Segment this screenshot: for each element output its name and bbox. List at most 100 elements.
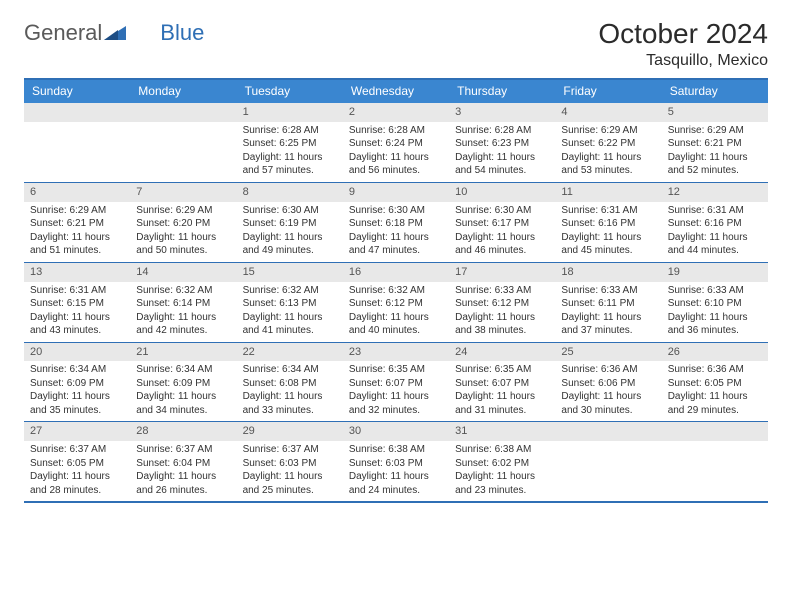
- day-info-line: Daylight: 11 hours: [561, 151, 657, 165]
- location: Tasquillo, Mexico: [598, 52, 768, 70]
- day-info-line: Daylight: 11 hours: [455, 231, 551, 245]
- day-number: 25: [555, 343, 661, 362]
- day-info-line: Sunrise: 6:30 AM: [243, 204, 339, 218]
- day-info-line: and 31 minutes.: [455, 404, 551, 418]
- day-body: Sunrise: 6:33 AMSunset: 6:10 PMDaylight:…: [662, 284, 768, 338]
- day-header: Tuesday: [237, 80, 343, 103]
- day-body: Sunrise: 6:35 AMSunset: 6:07 PMDaylight:…: [449, 363, 555, 417]
- day-info-line: Daylight: 11 hours: [349, 470, 445, 484]
- day-info-line: Sunset: 6:17 PM: [455, 217, 551, 231]
- day-number: 13: [24, 263, 130, 282]
- day-cell: 29Sunrise: 6:37 AMSunset: 6:03 PMDayligh…: [237, 422, 343, 501]
- day-info-line: and 34 minutes.: [136, 404, 232, 418]
- day-header: Wednesday: [343, 80, 449, 103]
- day-cell: 17Sunrise: 6:33 AMSunset: 6:12 PMDayligh…: [449, 263, 555, 342]
- day-info-line: and 29 minutes.: [668, 404, 764, 418]
- day-cell: 4Sunrise: 6:29 AMSunset: 6:22 PMDaylight…: [555, 103, 661, 182]
- day-header: Monday: [130, 80, 236, 103]
- day-number: 30: [343, 422, 449, 441]
- day-info-line: Sunset: 6:03 PM: [349, 457, 445, 471]
- day-cell: 20Sunrise: 6:34 AMSunset: 6:09 PMDayligh…: [24, 343, 130, 422]
- day-cell: 21Sunrise: 6:34 AMSunset: 6:09 PMDayligh…: [130, 343, 236, 422]
- day-cell: 25Sunrise: 6:36 AMSunset: 6:06 PMDayligh…: [555, 343, 661, 422]
- day-info-line: Sunrise: 6:34 AM: [243, 363, 339, 377]
- day-cell: 15Sunrise: 6:32 AMSunset: 6:13 PMDayligh…: [237, 263, 343, 342]
- day-info-line: Sunrise: 6:34 AM: [136, 363, 232, 377]
- day-info-line: and 53 minutes.: [561, 164, 657, 178]
- day-info-line: and 40 minutes.: [349, 324, 445, 338]
- day-number: 18: [555, 263, 661, 282]
- week-row: 20Sunrise: 6:34 AMSunset: 6:09 PMDayligh…: [24, 343, 768, 423]
- day-number: 1: [237, 103, 343, 122]
- day-info-line: Sunset: 6:21 PM: [30, 217, 126, 231]
- day-body: Sunrise: 6:28 AMSunset: 6:25 PMDaylight:…: [237, 124, 343, 178]
- day-number: 14: [130, 263, 236, 282]
- day-number: 17: [449, 263, 555, 282]
- day-cell: .: [130, 103, 236, 182]
- day-body: Sunrise: 6:38 AMSunset: 6:03 PMDaylight:…: [343, 443, 449, 497]
- day-info-line: Sunset: 6:13 PM: [243, 297, 339, 311]
- day-info-line: Daylight: 11 hours: [136, 311, 232, 325]
- day-info-line: Sunrise: 6:28 AM: [349, 124, 445, 138]
- week-row: ..1Sunrise: 6:28 AMSunset: 6:25 PMDaylig…: [24, 103, 768, 183]
- day-number: 11: [555, 183, 661, 202]
- day-info-line: and 50 minutes.: [136, 244, 232, 258]
- day-body: Sunrise: 6:28 AMSunset: 6:23 PMDaylight:…: [449, 124, 555, 178]
- day-cell: 5Sunrise: 6:29 AMSunset: 6:21 PMDaylight…: [662, 103, 768, 182]
- header: General Blue October 2024 Tasquillo, Mex…: [24, 18, 768, 70]
- day-info-line: and 54 minutes.: [455, 164, 551, 178]
- day-cell: 1 Sunrise: 6:28 AMSunset: 6:25 PMDaylight…: [237, 103, 343, 182]
- day-info-line: Sunrise: 6:36 AM: [668, 363, 764, 377]
- day-info-line: Daylight: 11 hours: [455, 470, 551, 484]
- day-body: Sunrise: 6:33 AMSunset: 6:11 PMDaylight:…: [555, 284, 661, 338]
- day-info-line: and 37 minutes.: [561, 324, 657, 338]
- day-number: 15: [237, 263, 343, 282]
- day-info-line: and 42 minutes.: [136, 324, 232, 338]
- day-info-line: Daylight: 11 hours: [30, 470, 126, 484]
- day-number: .: [555, 422, 661, 441]
- calendar-grid: Sunday Monday Tuesday Wednesday Thursday…: [24, 78, 768, 503]
- day-body: Sunrise: 6:31 AMSunset: 6:15 PMDaylight:…: [24, 284, 130, 338]
- day-body: Sunrise: 6:29 AMSunset: 6:20 PMDaylight:…: [130, 204, 236, 258]
- day-cell: 18 Sunrise: 6:33 AMSunset: 6:11 PMDayligh…: [555, 263, 661, 342]
- day-info-line: and 44 minutes.: [668, 244, 764, 258]
- day-cell: 28Sunrise: 6:37 AMSunset: 6:04 PMDayligh…: [130, 422, 236, 501]
- day-cell: 13 Sunrise: 6:31 AMSunset: 6:15 PMDayligh…: [24, 263, 130, 342]
- day-info-line: Sunrise: 6:34 AM: [30, 363, 126, 377]
- day-info-line: and 24 minutes.: [349, 484, 445, 498]
- day-cell: 16Sunrise: 6:32 AMSunset: 6:12 PMDayligh…: [343, 263, 449, 342]
- day-cell: 19Sunrise: 6:33 AMSunset: 6:10 PMDayligh…: [662, 263, 768, 342]
- day-header: Sunday: [24, 80, 130, 103]
- day-info-line: and 30 minutes.: [561, 404, 657, 418]
- day-cell: .: [662, 422, 768, 501]
- day-number: 10: [449, 183, 555, 202]
- day-info-line: Sunrise: 6:32 AM: [136, 284, 232, 298]
- day-info-line: Sunrise: 6:33 AM: [561, 284, 657, 298]
- day-cell: 10 Sunrise: 6:30 AMSunset: 6:17 PMDayligh…: [449, 183, 555, 262]
- day-info-line: Daylight: 11 hours: [243, 231, 339, 245]
- day-cell: 31 Sunrise: 6:38 AMSunset: 6:02 PMDayligh…: [449, 422, 555, 501]
- day-info-line: Daylight: 11 hours: [561, 311, 657, 325]
- day-body: Sunrise: 6:38 AMSunset: 6:02 PMDaylight:…: [449, 443, 555, 497]
- day-body: Sunrise: 6:30 AMSunset: 6:17 PMDaylight:…: [449, 204, 555, 258]
- day-cell: 22Sunrise: 6:34 AMSunset: 6:08 PMDayligh…: [237, 343, 343, 422]
- day-body: Sunrise: 6:30 AMSunset: 6:19 PMDaylight:…: [237, 204, 343, 258]
- day-info-line: Sunset: 6:07 PM: [455, 377, 551, 391]
- day-info-line: Daylight: 11 hours: [136, 390, 232, 404]
- day-info-line: Sunset: 6:16 PM: [561, 217, 657, 231]
- day-info-line: and 46 minutes.: [455, 244, 551, 258]
- day-number: 29: [237, 422, 343, 441]
- day-info-line: Daylight: 11 hours: [349, 231, 445, 245]
- day-number: 31: [449, 422, 555, 441]
- day-info-line: Sunset: 6:20 PM: [136, 217, 232, 231]
- day-info-line: Daylight: 11 hours: [30, 311, 126, 325]
- day-info-line: and 41 minutes.: [243, 324, 339, 338]
- day-info-line: Daylight: 11 hours: [243, 151, 339, 165]
- day-info-line: Sunrise: 6:30 AM: [455, 204, 551, 218]
- day-info-line: Sunset: 6:05 PM: [30, 457, 126, 471]
- day-info-line: Sunset: 6:10 PM: [668, 297, 764, 311]
- day-cell: 23Sunrise: 6:35 AMSunset: 6:07 PMDayligh…: [343, 343, 449, 422]
- day-info-line: and 32 minutes.: [349, 404, 445, 418]
- day-body: Sunrise: 6:28 AMSunset: 6:24 PMDaylight:…: [343, 124, 449, 178]
- day-info-line: and 33 minutes.: [243, 404, 339, 418]
